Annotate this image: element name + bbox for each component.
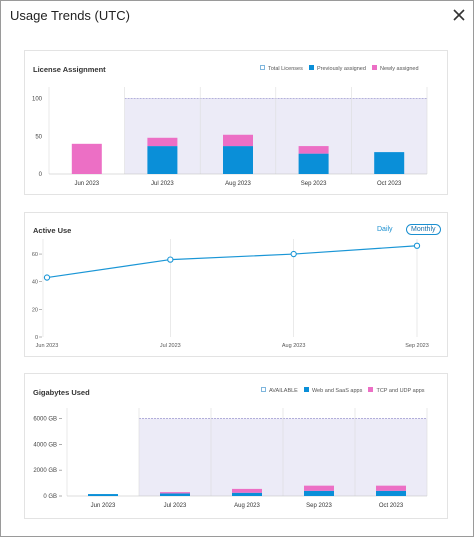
license-x-label: Oct 2023 [377, 181, 402, 187]
active-use-point [290, 250, 297, 258]
license-x-label: Jul 2023 [151, 181, 174, 187]
legend-previously-assigned: Previously assigned [308, 65, 366, 72]
license-bar-primary [298, 153, 329, 174]
gigabytes-bar-primary [304, 490, 334, 496]
active-use-point [167, 256, 174, 263]
active-y-tick: 0 [35, 335, 38, 341]
gigabytes-bar-secondary [232, 488, 262, 493]
license-bar-secondary [147, 137, 178, 147]
active-use-line [46, 245, 418, 279]
license-y-tick: 50 [35, 134, 42, 140]
active-y-tick: 40 [32, 280, 38, 286]
gigabytes-y-tick: 0 GB [43, 494, 57, 500]
gigabytes-bar-primary [160, 493, 190, 496]
close-icon[interactable] [452, 8, 466, 22]
gigabytes-x-label: Sep 2023 [306, 503, 332, 509]
license-bar-primary [147, 146, 178, 174]
license-x-label: Aug 2023 [225, 181, 251, 187]
legend-newly-assigned: Newly assigned [372, 65, 419, 72]
active-x-label: Sep 2023 [405, 343, 429, 349]
license-bar-primary [223, 146, 253, 174]
gigabytes-bar-primary [232, 492, 262, 496]
gigabytes-y-tick: 2000 GB [33, 468, 57, 474]
license-legend: Total Licenses Previously assigned Newly… [260, 65, 419, 72]
gigabytes-bar-secondary [304, 485, 334, 491]
gigabytes-bar-secondary [376, 485, 406, 491]
legend-web-saas: Web and SaaS apps [303, 387, 362, 394]
gigabytes-bar-primary [376, 490, 406, 496]
gigabytes-used-chart: 0 GB 2000 GB 4000 GB 6000 GB Jun 2023 Jul 202… [33, 408, 428, 509]
active-x-label: Jun 2023 [36, 343, 59, 349]
active-y-tick: 20 [32, 307, 38, 313]
active-use-title: Active Use [33, 226, 72, 235]
legend-available: AVAILABLE [261, 387, 298, 394]
gigabytes-x-label: Aug 2023 [234, 503, 260, 509]
gigabytes-legend: AVAILABLE Web and SaaS apps TCP and UDP … [261, 387, 425, 394]
active-y-tick: 60 [32, 252, 38, 258]
license-assignment-panel: License Assignment Total Licenses Previo… [24, 50, 448, 195]
license-x-label: Jun 2023 [74, 181, 99, 187]
active-x-label: Jul 2023 [160, 343, 181, 349]
gigabytes-used-title: Gigabytes Used [33, 388, 90, 397]
gigabytes-bar-secondary [160, 492, 190, 494]
license-bar-secondary [298, 146, 329, 154]
license-y-tick: 100 [32, 97, 43, 103]
daily-toggle[interactable]: Daily [377, 226, 393, 233]
license-bar-primary [374, 152, 405, 174]
gigabytes-x-label: Oct 2023 [379, 503, 404, 509]
legend-total-licenses: Total Licenses [260, 65, 303, 72]
legend-tcp-udp: TCP and UDP apps [368, 387, 425, 394]
gigabytes-bar-primary [88, 494, 118, 496]
dialog-header: Usage Trends (UTC) [0, 0, 474, 32]
license-bar-secondary [71, 143, 102, 174]
scrollbar[interactable] [468, 32, 474, 532]
license-y-tick: 0 [39, 172, 43, 178]
gigabytes-used-panel: Gigabytes Used AVAILABLE Web and SaaS ap… [24, 373, 448, 519]
dialog-title: Usage Trends (UTC) [10, 8, 130, 23]
gigabytes-x-label: Jul 2023 [164, 503, 187, 509]
license-x-label: Sep 2023 [301, 181, 327, 187]
license-assignment-chart: 0 50 100 Jun 2023 Jul 2023 Aug 2023 Sep 2023 Oc… [32, 87, 428, 187]
active-use-point [413, 242, 421, 249]
gigabytes-y-tick: 4000 GB [33, 442, 57, 448]
gigabytes-x-label: Jun 2023 [91, 503, 116, 509]
active-use-point [43, 274, 51, 281]
gigabytes-y-tick: 6000 GB [33, 416, 57, 422]
license-assignment-title: License Assignment [33, 65, 106, 74]
monthly-toggle[interactable]: Monthly [406, 224, 441, 235]
active-x-label: Aug 2023 [282, 343, 306, 349]
active-use-chart: 0 20 40 60 Jun 2023 Jul 2023 Aug 2023 Sep 2023 [32, 239, 429, 349]
active-use-panel: Active Use Daily Monthly 0 20 40 60 Jun 2023… [24, 212, 448, 357]
license-bar-secondary [223, 134, 253, 147]
